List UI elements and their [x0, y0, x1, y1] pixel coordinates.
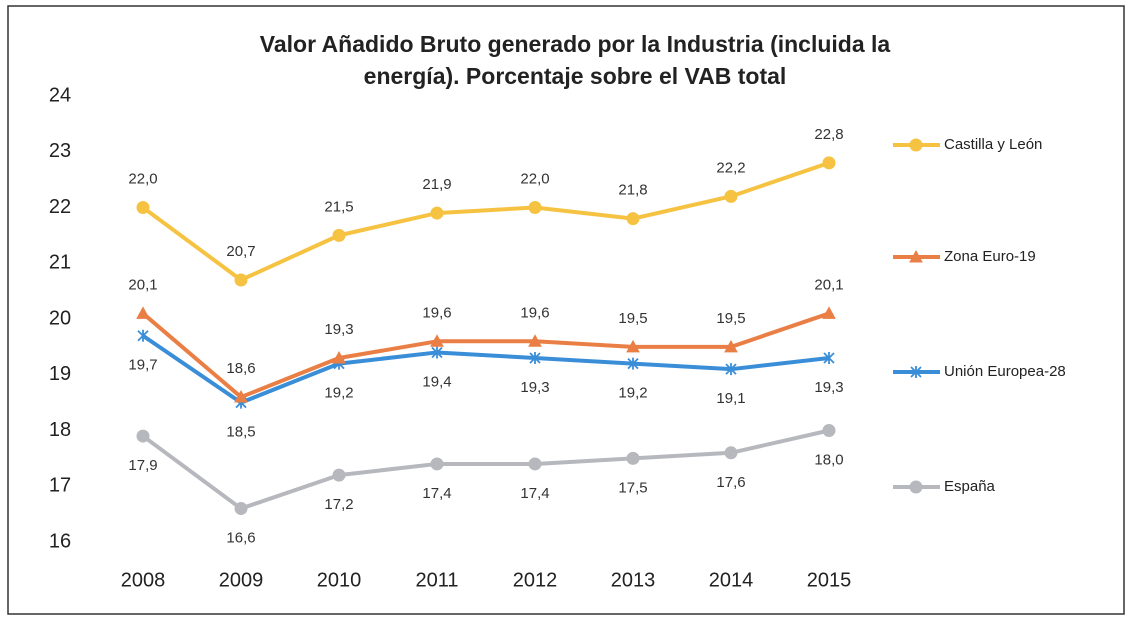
point — [822, 306, 836, 319]
data-label: 19,7 — [128, 357, 157, 374]
point — [430, 206, 444, 220]
data-label: 17,4 — [520, 485, 549, 502]
data-label: 22,8 — [814, 126, 843, 143]
data-label: 22,2 — [716, 159, 745, 176]
y-tick-label: 19 — [49, 363, 71, 385]
y-tick-label: 17 — [49, 475, 71, 497]
point — [528, 201, 542, 214]
point — [627, 357, 639, 370]
legend-marker — [909, 249, 923, 263]
data-label: 20,1 — [128, 276, 157, 293]
point — [626, 212, 640, 226]
series-line — [141, 334, 830, 405]
y-tick-label: 16 — [49, 530, 71, 552]
point — [332, 228, 346, 242]
legend-marker — [909, 138, 923, 152]
data-label: 19,6 — [422, 304, 451, 321]
point — [724, 189, 738, 203]
data-label: 20,1 — [814, 276, 843, 293]
data-label: 17,2 — [324, 496, 353, 513]
chart-frame — [7, 5, 1125, 615]
point — [430, 457, 444, 471]
series-line — [141, 311, 830, 400]
data-label: 19,4 — [422, 373, 451, 390]
data-label: 19,1 — [716, 390, 745, 407]
data-label: 21,9 — [422, 176, 451, 193]
legend-label: Unión Europea-28 — [944, 363, 1066, 380]
point — [234, 273, 248, 287]
data-label: 19,2 — [618, 385, 647, 402]
data-label: 19,6 — [520, 304, 549, 321]
x-tick-label: 2014 — [709, 569, 754, 591]
chart-title: energía). Porcentaje sobre el VAB total — [364, 63, 787, 89]
data-label: 19,2 — [324, 385, 353, 402]
data-label: 20,7 — [226, 243, 255, 260]
data-label: 19,3 — [520, 379, 549, 396]
legend-marker — [910, 366, 922, 378]
point — [332, 468, 346, 482]
point — [137, 329, 149, 342]
point — [626, 339, 640, 353]
x-tick-label: 2011 — [415, 569, 458, 591]
legend-item: Castilla y León — [893, 136, 1042, 153]
legend-label: España — [944, 478, 996, 495]
y-tick-label: 22 — [49, 196, 71, 218]
point — [332, 350, 346, 364]
point — [136, 201, 150, 214]
legend-label: Zona Euro-19 — [944, 248, 1036, 265]
y-tick-label: 24 — [49, 84, 71, 106]
point — [136, 306, 150, 319]
data-label: 16,6 — [226, 530, 255, 547]
point — [528, 457, 542, 471]
legend-marker — [909, 480, 923, 494]
point — [724, 339, 738, 353]
data-label: 17,4 — [422, 485, 451, 502]
data-label: 19,3 — [814, 379, 843, 396]
x-tick-label: 2012 — [513, 569, 558, 591]
y-tick-label: 20 — [49, 307, 71, 329]
chart-title: Valor Añadido Bruto generado por la Indu… — [260, 31, 891, 57]
x-tick-label: 2008 — [121, 569, 166, 591]
point — [724, 446, 738, 460]
point — [529, 352, 541, 365]
x-tick-label: 2009 — [219, 569, 264, 591]
y-tick-label: 18 — [49, 419, 71, 441]
data-label: 17,9 — [128, 457, 157, 474]
data-label: 19,5 — [716, 310, 745, 327]
x-tick-label: 2010 — [317, 569, 362, 591]
point — [823, 352, 835, 365]
data-label: 22,0 — [520, 170, 549, 187]
point — [234, 502, 248, 516]
data-label: 21,8 — [618, 182, 647, 199]
point — [822, 424, 836, 437]
point — [136, 429, 150, 443]
point — [430, 334, 444, 347]
x-tick-label: 2013 — [611, 569, 656, 591]
point — [626, 451, 640, 465]
point — [431, 346, 443, 359]
y-tick-label: 21 — [49, 252, 71, 274]
data-label: 21,5 — [324, 198, 353, 215]
data-label: 17,6 — [716, 474, 745, 491]
series-line — [141, 428, 830, 511]
series-line — [141, 161, 830, 282]
legend-item: Unión Europea-28 — [893, 363, 1066, 380]
point — [822, 156, 836, 170]
legend-label: Castilla y León — [944, 136, 1042, 153]
data-label: 18,6 — [226, 360, 255, 377]
data-label: 17,5 — [618, 479, 647, 496]
point — [234, 390, 248, 403]
x-tick-label: 2015 — [807, 569, 852, 591]
legend-item: Zona Euro-19 — [893, 248, 1036, 265]
data-label: 19,3 — [324, 321, 353, 338]
data-label: 18,5 — [226, 424, 255, 441]
point — [725, 363, 737, 376]
data-label: 18,0 — [814, 451, 843, 468]
y-tick-label: 23 — [49, 140, 71, 162]
point — [528, 334, 542, 347]
legend-item: España — [893, 478, 996, 495]
data-label: 22,0 — [128, 170, 157, 187]
data-label: 19,5 — [618, 310, 647, 327]
